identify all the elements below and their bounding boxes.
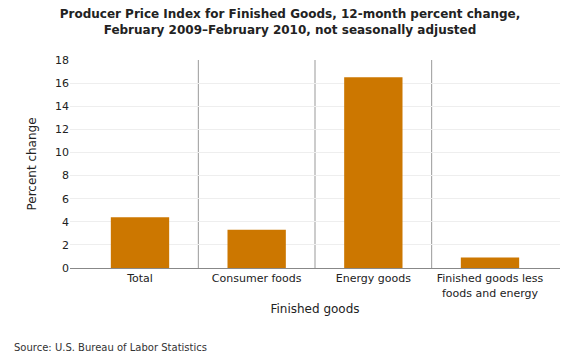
svg-text:Finished goods lessfoods and e: Finished goods lessfoods and energy	[437, 272, 544, 299]
svg-text:Energy goods: Energy goods	[336, 272, 411, 285]
svg-text:8: 8	[62, 169, 69, 182]
svg-text:0: 0	[62, 262, 69, 275]
svg-text:Percent change: Percent change	[25, 117, 39, 210]
svg-text:6: 6	[62, 193, 69, 206]
svg-text:Producer Price Index for Finis: Producer Price Index for Finished Goods,…	[60, 7, 521, 37]
svg-text:Source: U.S. Bureau of Labor S: Source: U.S. Bureau of Labor Statistics	[14, 342, 207, 353]
svg-text:18: 18	[55, 54, 69, 67]
svg-text:Finished goods: Finished goods	[270, 302, 359, 316]
svg-text:14: 14	[55, 100, 69, 113]
svg-text:2: 2	[62, 239, 69, 252]
svg-text:12: 12	[55, 123, 69, 136]
svg-text:4: 4	[62, 216, 69, 229]
svg-text:16: 16	[55, 77, 69, 90]
svg-text:Consumer foods: Consumer foods	[212, 272, 302, 285]
svg-text:10: 10	[55, 146, 69, 159]
svg-text:Total: Total	[126, 272, 153, 285]
